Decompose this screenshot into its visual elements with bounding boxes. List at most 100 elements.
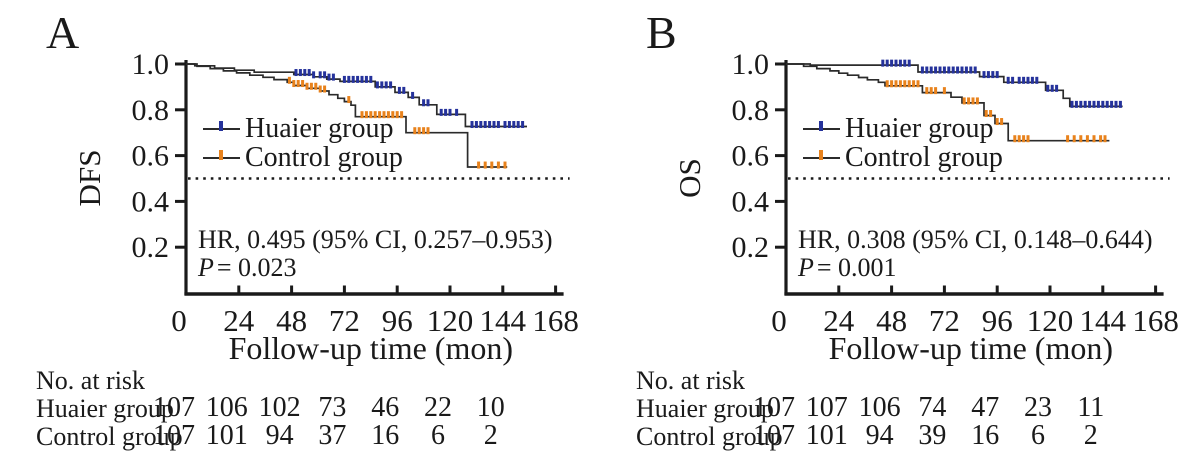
y-tick-label: 1.0	[132, 48, 170, 81]
x-tick-label: 120	[1027, 303, 1074, 338]
legend-label-huaier: Huaier group	[845, 112, 994, 144]
survival-curve-1	[186, 63, 508, 168]
risk-row-label: Control group	[636, 422, 783, 451]
risk-row-label: Control group	[36, 422, 183, 451]
y-tick-label: 0.2	[132, 231, 170, 264]
y-tick-label: 0.6	[732, 140, 770, 173]
risk-count: 2	[1083, 420, 1098, 451]
y-tick-label: 0.2	[732, 231, 770, 264]
censor-marks-0	[294, 69, 525, 129]
stats-annotation: HR, 0.308 (95% CI, 0.148–0.644) P = 0.001	[798, 226, 1153, 282]
legend-item-control: Control group	[803, 141, 1003, 173]
y-tick-label: 0.4	[732, 185, 770, 218]
panel-b: B 0.2 0.4 0.6 0.8 1.0 0 24 48 72 96 120 144 168 Follo…	[600, 0, 1200, 466]
x-tick-label: 120	[427, 303, 474, 338]
y-tick-label: 0.8	[732, 94, 770, 127]
x-tick-label: 72	[329, 303, 360, 338]
legend-item-huaier: Huaier group	[203, 112, 394, 144]
risk-count: 74	[918, 392, 947, 423]
p-value: = 0.001	[816, 253, 897, 282]
x-tick-label: 48	[876, 303, 907, 338]
risk-count: 102	[258, 392, 301, 423]
x-tick-label: 0	[771, 303, 787, 338]
legend-label-control: Control group	[845, 141, 1003, 173]
stats-annotation: HR, 0.495 (95% CI, 0.257–0.953) P = 0.023	[198, 226, 553, 282]
p-text: P = 0.023	[198, 254, 553, 282]
y-axis-title: OS	[672, 158, 707, 198]
risk-count: 101	[805, 420, 848, 451]
legend-label-huaier: Huaier group	[245, 112, 394, 144]
panel-b-letter: B	[646, 7, 677, 58]
risk-count: 107	[153, 392, 195, 423]
censor-marks-1	[885, 80, 1107, 143]
risk-count: 37	[318, 420, 347, 451]
panel-a: A 0.2 0.4 0.6 0.8 1.0 0 24 48 72 96 120 144 168 Follo…	[36, 7, 579, 452]
legend-item-huaier: Huaier group	[803, 112, 994, 144]
x-tick-label: 144	[480, 303, 527, 338]
risk-count: 6	[431, 420, 445, 451]
risk-table-title: No. at risk	[36, 366, 146, 395]
x-tick-label: 168	[532, 303, 579, 338]
risk-count: 6	[1031, 420, 1045, 451]
risk-count: 107	[153, 420, 195, 451]
censor-tick-icon	[219, 150, 223, 160]
x-tick-label: 0	[171, 303, 187, 338]
risk-count: 107	[753, 392, 795, 423]
risk-count: 94	[265, 420, 294, 451]
legend-symbol	[803, 143, 840, 172]
x-tick-label: 72	[929, 303, 960, 338]
x-axis-title: Follow-up time (mon)	[229, 330, 513, 366]
x-axis-title: Follow-up time (mon)	[829, 330, 1113, 366]
p-text: P = 0.001	[798, 254, 1153, 282]
km-chart-dfs: 0.2 0.4 0.6 0.8 1.0 0 24 48 72 96 120 144 168 Follow-…	[72, 48, 579, 366]
x-tick-label: 96	[382, 303, 413, 338]
x-tick-label: 144	[1080, 303, 1127, 338]
p-symbol: P	[198, 253, 214, 282]
panel-a-letter: A	[46, 7, 80, 58]
hr-text: HR, 0.495 (95% CI, 0.257–0.953)	[198, 225, 553, 254]
risk-count: 2	[483, 420, 498, 451]
risk-count: 47	[971, 392, 1000, 423]
risk-count: 106	[205, 392, 248, 423]
risk-count: 23	[1024, 392, 1052, 423]
x-tick-label: 24	[223, 303, 255, 338]
axes	[775, 60, 1164, 296]
axes	[175, 60, 564, 296]
risk-count: 73	[318, 392, 347, 423]
x-tick-label: 24	[823, 303, 855, 338]
censor-marks-1	[287, 76, 507, 169]
censor-tick-icon	[219, 121, 223, 131]
risk-count: 107	[805, 392, 848, 423]
p-symbol: P	[798, 253, 814, 282]
legend-symbol	[203, 114, 240, 143]
risk-row-label: Huaier group	[36, 394, 174, 423]
censor-tick-icon	[819, 150, 823, 160]
risk-count: 107	[753, 420, 795, 451]
risk-count: 46	[371, 392, 400, 423]
legend-label-control: Control group	[245, 141, 403, 173]
y-tick-label: 0.6	[132, 140, 170, 173]
x-tick-label: 96	[982, 303, 1013, 338]
y-tick-label: 1.0	[732, 48, 770, 81]
y-axis-title: DFS	[72, 150, 107, 207]
risk-count: 94	[865, 420, 894, 451]
censor-tick-icon	[819, 121, 823, 131]
x-tick-label: 168	[1132, 303, 1179, 338]
legend-item-control: Control group	[203, 141, 403, 173]
risk-count: 16	[971, 420, 1000, 451]
risk-count: 16	[371, 420, 400, 451]
risk-count: 22	[424, 392, 452, 423]
survival-curve-0	[786, 63, 1123, 108]
km-chart-os: 0.2 0.4 0.6 0.8 1.0 0 24 48 72 96 120 144 168 Follow-…	[672, 48, 1179, 366]
risk-count: 10	[476, 392, 505, 423]
risk-count: 101	[205, 420, 248, 451]
risk-table-title: No. at risk	[636, 366, 746, 395]
legend-symbol	[203, 143, 240, 172]
y-tick-label: 0.8	[132, 94, 170, 127]
risk-count: 106	[858, 392, 901, 423]
legend-symbol	[803, 114, 840, 143]
risk-row-label: Huaier group	[636, 394, 774, 423]
survival-curve-1	[786, 63, 1110, 142]
hr-text: HR, 0.308 (95% CI, 0.148–0.644)	[798, 225, 1153, 254]
